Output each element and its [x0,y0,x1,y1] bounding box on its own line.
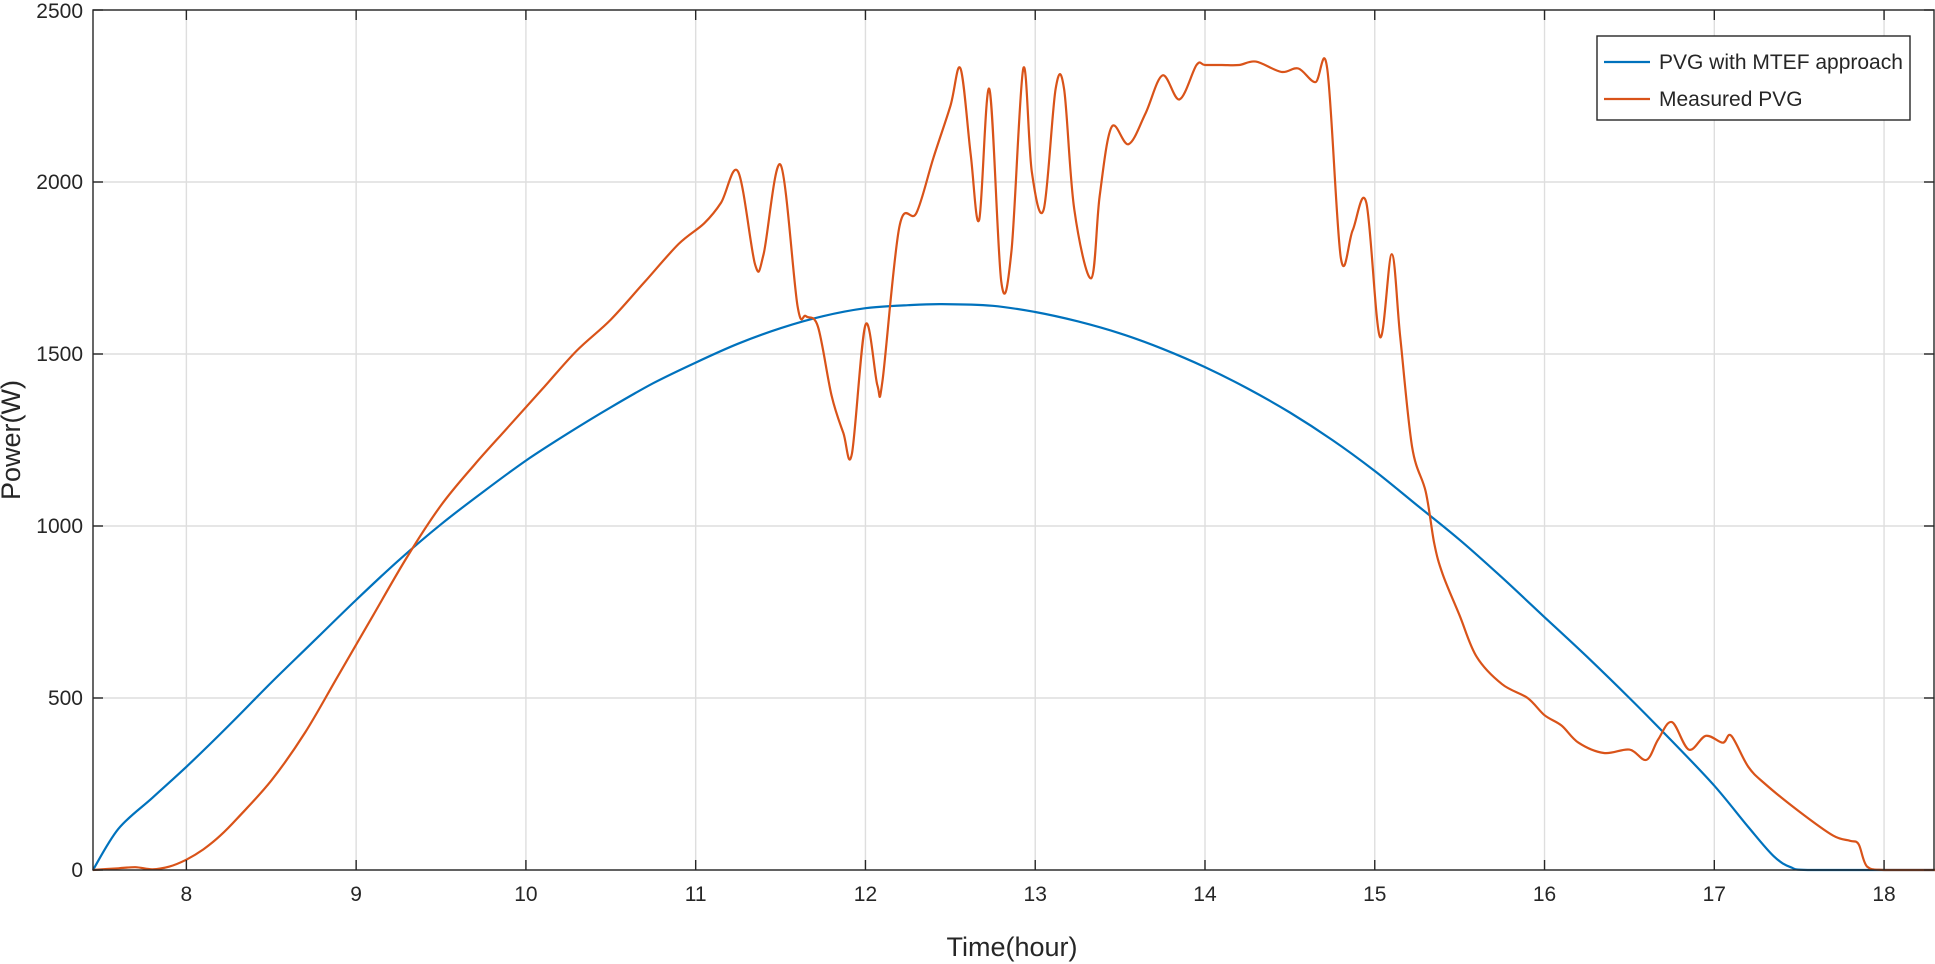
x-tick-label: 8 [181,883,193,906]
x-tick-label: 11 [685,883,707,906]
x-tick-label: 10 [514,883,537,906]
x-tick-label: 9 [350,883,362,906]
x-tick-label: 12 [854,883,877,906]
y-axis-label: Power(W) [0,380,26,500]
x-tick-label: 17 [1703,883,1726,906]
x-axis-label: Time(hour) [946,932,1077,962]
legend-label-measured-pvg: Measured PVG [1659,88,1803,111]
legend-label-pvg-mtef: PVG with MTEF approach [1659,51,1903,74]
legend: PVG with MTEF approach Measured PVG [1596,35,1911,121]
y-tick-label: 0 [71,859,83,882]
x-tick-label: 13 [1024,883,1047,906]
y-tick-label: 2500 [36,0,83,23]
series-line-0 [92,302,1935,872]
x-tick-label: 14 [1193,883,1217,906]
grid-lines [93,9,1935,871]
y-tick-label: 1500 [36,343,83,366]
x-tick-label: 15 [1363,883,1386,906]
y-tick-label: 1000 [36,515,83,538]
y-tick-label: 500 [48,687,83,710]
x-tick-label: 16 [1533,883,1556,906]
series-lines [92,57,1935,872]
plot-frame [92,9,1935,871]
legend-box [1596,35,1911,121]
y-tick-label: 2000 [36,171,83,194]
series-line-1 [92,57,1935,872]
x-tick-label: 18 [1872,883,1895,906]
axis-ticks: 8 9 10 11 12 13 14 15 16 17 18 0 500 1000 1500 2000 2500 [36,0,1934,906]
